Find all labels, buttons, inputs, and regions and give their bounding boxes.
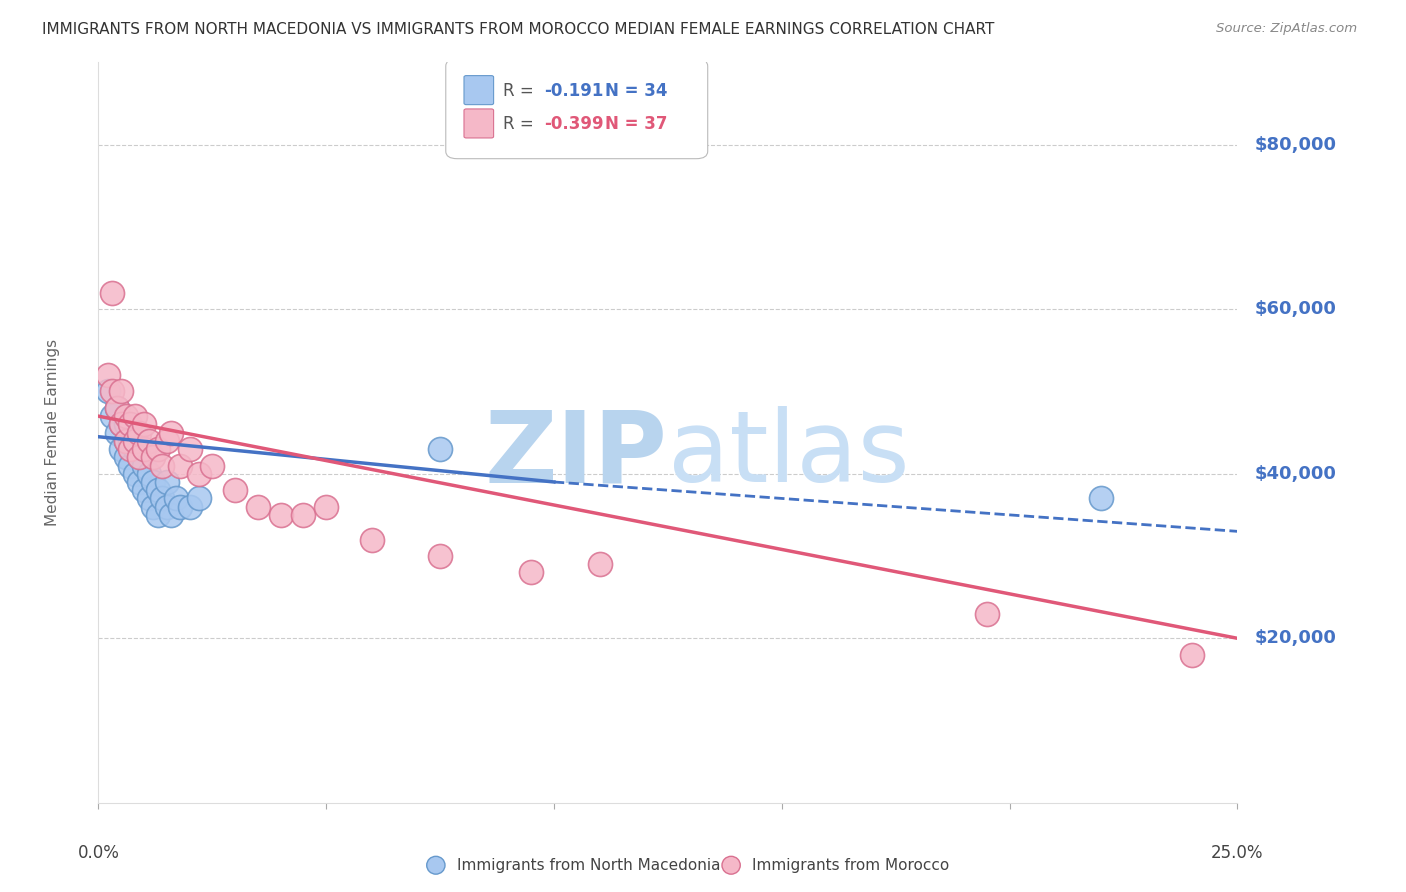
Point — [165, 491, 187, 506]
Point — [114, 450, 136, 465]
Point — [114, 417, 136, 432]
Text: IMMIGRANTS FROM NORTH MACEDONIA VS IMMIGRANTS FROM MOROCCO MEDIAN FEMALE EARNING: IMMIGRANTS FROM NORTH MACEDONIA VS IMMIG… — [42, 22, 994, 37]
Point — [114, 409, 136, 424]
Point — [146, 442, 169, 456]
Point — [110, 417, 132, 432]
Point — [179, 500, 201, 514]
Point — [105, 425, 128, 440]
FancyBboxPatch shape — [446, 59, 707, 159]
Point — [156, 500, 179, 514]
Point — [128, 475, 150, 489]
Point — [120, 434, 142, 448]
Point — [146, 483, 169, 498]
Point — [1090, 491, 1112, 506]
Point — [179, 442, 201, 456]
Point — [124, 442, 146, 456]
Point — [1181, 648, 1204, 662]
Text: $80,000: $80,000 — [1254, 136, 1336, 153]
Point — [120, 458, 142, 473]
Point — [156, 434, 179, 448]
Point — [246, 500, 269, 514]
Text: $20,000: $20,000 — [1254, 629, 1336, 648]
Point — [169, 458, 191, 473]
Point — [429, 442, 451, 456]
Text: -0.191: -0.191 — [544, 81, 603, 100]
Point — [101, 384, 124, 399]
Point — [132, 417, 155, 432]
Point — [138, 491, 160, 506]
Point — [142, 475, 165, 489]
Text: $60,000: $60,000 — [1254, 301, 1336, 318]
Point — [101, 285, 124, 300]
Point — [110, 442, 132, 456]
Point — [142, 500, 165, 514]
Point — [120, 417, 142, 432]
Text: N = 34: N = 34 — [605, 81, 668, 100]
Point — [588, 558, 610, 572]
FancyBboxPatch shape — [464, 109, 494, 138]
Point — [224, 483, 246, 498]
Point — [429, 549, 451, 563]
Point — [520, 566, 543, 580]
Point — [270, 508, 292, 522]
Text: Source: ZipAtlas.com: Source: ZipAtlas.com — [1216, 22, 1357, 36]
Point — [169, 500, 191, 514]
Point — [124, 467, 146, 481]
Point — [201, 458, 224, 473]
Point — [105, 401, 128, 415]
Point — [156, 475, 179, 489]
Point — [187, 467, 209, 481]
Point — [128, 450, 150, 465]
Point — [187, 491, 209, 506]
Text: Immigrants from North Macedonia: Immigrants from North Macedonia — [457, 858, 720, 872]
Point — [128, 425, 150, 440]
Point — [110, 384, 132, 399]
Point — [120, 442, 142, 456]
Text: R =: R = — [503, 115, 538, 133]
Point — [114, 434, 136, 448]
Text: $40,000: $40,000 — [1254, 465, 1336, 483]
Point — [138, 434, 160, 448]
Point — [124, 409, 146, 424]
Point — [114, 434, 136, 448]
Point — [132, 442, 155, 456]
Point — [96, 384, 118, 399]
Point — [110, 417, 132, 432]
Point — [160, 508, 183, 522]
FancyBboxPatch shape — [464, 76, 494, 104]
Point — [150, 458, 173, 473]
Point — [138, 467, 160, 481]
Text: Immigrants from Morocco: Immigrants from Morocco — [752, 858, 949, 872]
Point — [124, 425, 146, 440]
Point — [128, 450, 150, 465]
Text: 0.0%: 0.0% — [77, 844, 120, 862]
Point — [132, 458, 155, 473]
Point — [292, 508, 315, 522]
Point — [150, 491, 173, 506]
Point — [315, 500, 337, 514]
Point — [142, 450, 165, 465]
Point — [976, 607, 998, 621]
Point — [132, 483, 155, 498]
Text: ZIP: ZIP — [485, 407, 668, 503]
Text: -0.399: -0.399 — [544, 115, 603, 133]
Point — [105, 401, 128, 415]
Point — [146, 508, 169, 522]
Point — [101, 409, 124, 424]
Text: N = 37: N = 37 — [605, 115, 668, 133]
Text: atlas: atlas — [668, 407, 910, 503]
Point — [360, 533, 382, 547]
Text: Median Female Earnings: Median Female Earnings — [45, 339, 60, 526]
Text: R =: R = — [503, 81, 538, 100]
Point — [160, 425, 183, 440]
Point — [124, 434, 146, 448]
Text: 25.0%: 25.0% — [1211, 844, 1264, 862]
Point — [96, 368, 118, 382]
